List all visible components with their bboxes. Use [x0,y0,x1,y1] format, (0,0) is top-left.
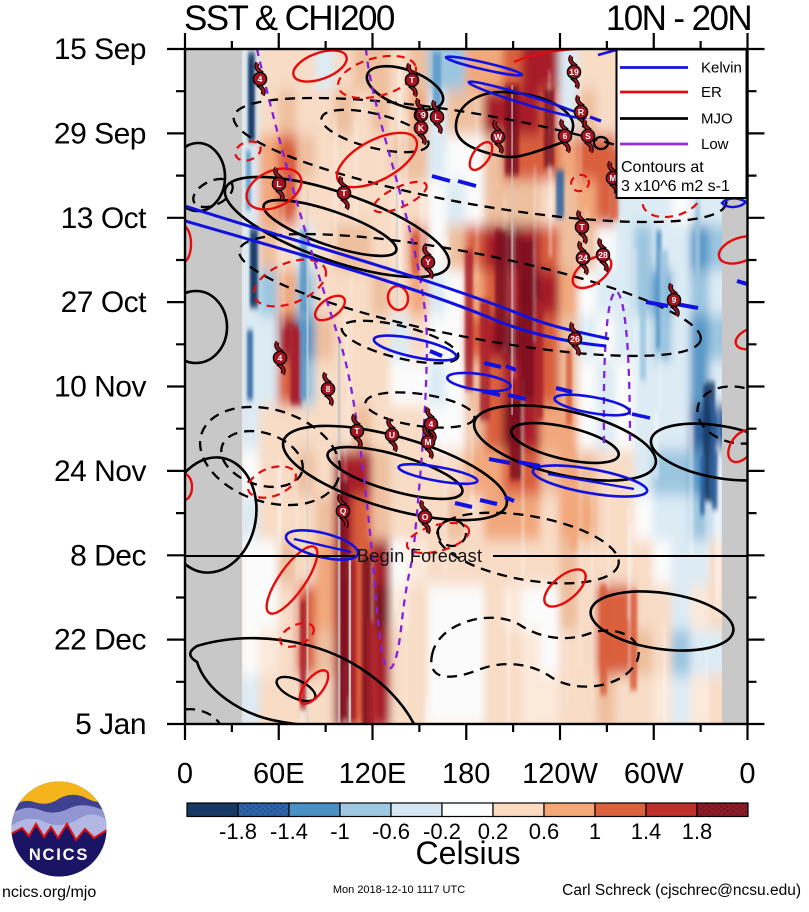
svg-text:Contours at: Contours at [621,159,704,176]
svg-text:19: 19 [569,67,579,77]
svg-text:6: 6 [563,131,568,141]
svg-text:U: U [389,430,395,440]
svg-text:1.8: 1.8 [682,819,713,844]
svg-text:0.6: 0.6 [529,819,560,844]
svg-text:R: R [578,107,584,117]
svg-text:-1.8: -1.8 [219,819,257,844]
svg-text:5 Jan: 5 Jan [75,708,146,741]
svg-text:-1: -1 [330,819,350,844]
svg-text:M: M [424,437,431,447]
svg-text:M: M [609,173,616,183]
svg-text:24 Nov: 24 Nov [54,455,147,488]
svg-text:K: K [418,123,425,133]
svg-text:-1.4: -1.4 [270,819,308,844]
svg-text:10N - 20N: 10N - 20N [606,0,751,38]
svg-text:9: 9 [672,295,677,305]
svg-text:26: 26 [570,334,580,344]
svg-text:4: 4 [429,419,434,429]
svg-text:S: S [585,131,591,141]
svg-text:NCICS: NCICS [29,846,89,864]
svg-text:Mon 2018-12-10 1117 UTC: Mon 2018-12-10 1117 UTC [333,884,465,896]
svg-text:15 Sep: 15 Sep [54,33,146,66]
svg-text:T: T [341,188,347,198]
svg-text:120W: 120W [522,758,598,790]
svg-text:ncics.org/mjo: ncics.org/mjo [2,884,96,901]
svg-text:1: 1 [589,819,601,844]
svg-text:24: 24 [578,253,588,263]
svg-text:8: 8 [326,384,331,394]
svg-text:29 Sep: 29 Sep [54,117,146,150]
svg-text:1.4: 1.4 [631,819,662,844]
svg-text:0: 0 [739,758,755,790]
svg-text:T: T [354,426,360,436]
svg-text:3 x10^6 m2 s-1: 3 x10^6 m2 s-1 [621,178,730,195]
svg-text:8 Dec: 8 Dec [70,539,146,572]
svg-text:0: 0 [177,758,193,790]
svg-text:4: 4 [278,353,283,363]
svg-text:13 Oct: 13 Oct [61,202,148,235]
svg-text:22 Dec: 22 Dec [54,624,147,657]
svg-text:0.2: 0.2 [478,819,509,844]
svg-text:Y: Y [425,257,431,267]
svg-text:-0.6: -0.6 [372,819,410,844]
svg-text:Low: Low [701,136,729,153]
svg-text:28: 28 [598,250,608,260]
svg-text:ER: ER [701,84,722,101]
svg-text:T: T [579,222,585,232]
svg-text:4: 4 [258,74,263,84]
svg-text:Q: Q [340,506,347,516]
svg-text:60E: 60E [253,758,305,790]
svg-text:27 Oct: 27 Oct [61,286,148,319]
svg-text:MJO: MJO [701,111,733,128]
svg-text:T: T [409,75,415,85]
svg-text:29: 29 [416,110,426,120]
svg-text:120E: 120E [339,758,407,790]
svg-text:O: O [422,512,429,522]
svg-text:L: L [434,112,439,122]
svg-text:Celsius: Celsius [416,835,521,871]
svg-text:W: W [494,132,503,142]
svg-text:Carl Schreck (cjschrec@ncsu.ed: Carl Schreck (cjschrec@ncsu.edu) [562,882,801,899]
svg-text:SST & CHI200: SST & CHI200 [184,0,395,38]
svg-text:Kelvin: Kelvin [701,60,742,77]
svg-text:180: 180 [442,758,490,790]
svg-text:Begin Forecast: Begin Forecast [357,546,482,566]
svg-text:60W: 60W [624,758,684,790]
svg-text:-0.2: -0.2 [423,819,461,844]
svg-text:10 Nov: 10 Nov [54,371,147,404]
svg-text:L: L [276,179,281,189]
